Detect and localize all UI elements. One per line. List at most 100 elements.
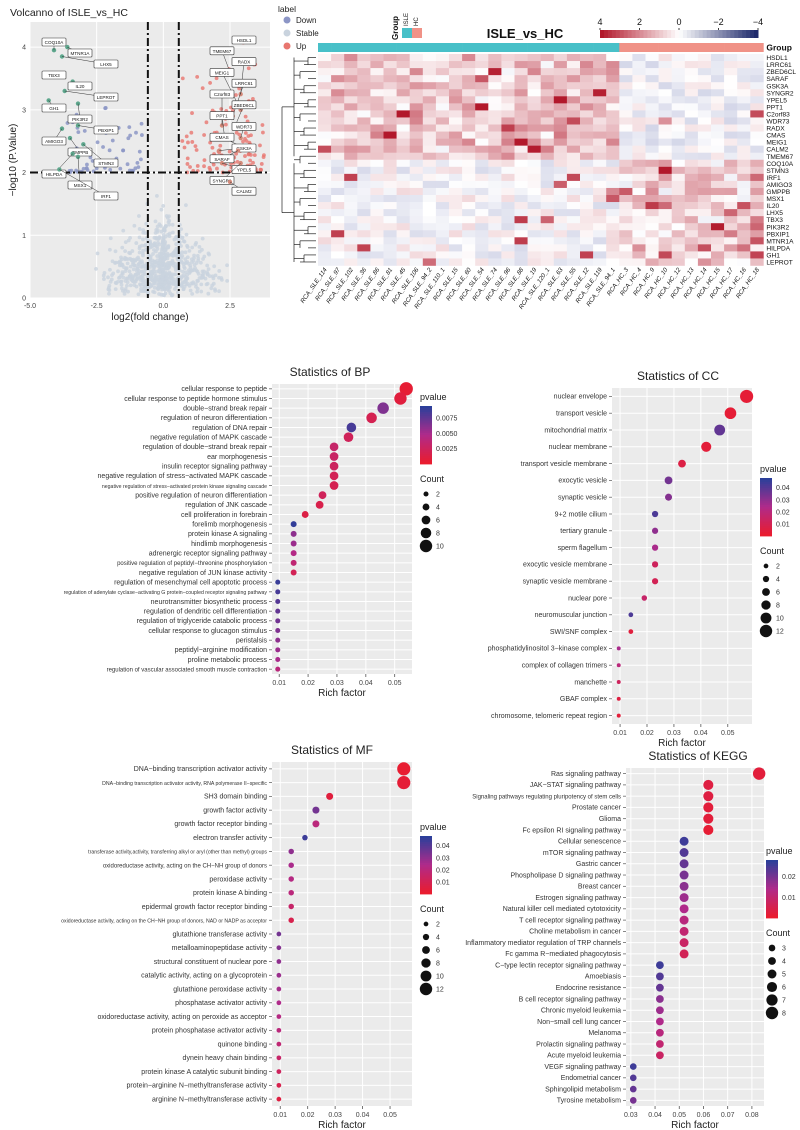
heatmap-cell <box>658 159 672 168</box>
stable-point <box>155 254 160 258</box>
stable-point <box>164 214 169 218</box>
term-label: negative regulation of MAPK cascade <box>150 434 267 441</box>
color-legend-step <box>760 522 772 525</box>
stable-point <box>166 244 171 249</box>
term-dot <box>275 647 281 653</box>
heatmap-cell <box>435 230 450 238</box>
heatmap-cell <box>331 82 345 90</box>
up-point <box>184 134 189 139</box>
stable-point <box>133 272 138 277</box>
heatmap-cell <box>684 223 699 231</box>
row-label: LRRC61 <box>766 62 792 69</box>
legend-label: Stable <box>296 29 319 38</box>
heatmap-cell <box>580 159 594 168</box>
size-legend-dot <box>423 491 429 497</box>
heatmap-cell <box>566 223 581 231</box>
heatmap-cell <box>514 68 528 76</box>
term-dot <box>276 1082 282 1088</box>
heatmap-cell <box>449 216 463 224</box>
heatmap-cell <box>593 230 607 238</box>
heatmap-cell <box>462 54 476 62</box>
term-label: catalytic activity, acting on a glycopro… <box>141 973 267 980</box>
heatmap-cell <box>527 166 541 175</box>
heatmap-cell <box>606 89 620 97</box>
heatmap-cell <box>475 75 489 83</box>
stable-point <box>154 249 158 254</box>
heatmap-cell <box>658 223 672 231</box>
heatmap-cell <box>540 166 555 175</box>
heatmap-cell <box>566 180 581 189</box>
heatmap-cell <box>527 89 541 97</box>
term-label: Non−small cell lung cancer <box>537 1019 622 1026</box>
stable-point <box>123 269 128 273</box>
heatmap-cell <box>566 187 581 196</box>
heatmap-cell <box>737 117 751 125</box>
heatmap-cell <box>750 180 764 189</box>
heatmap-cell <box>357 180 371 189</box>
heatmap-cell <box>724 244 738 252</box>
x-tick-label: 2.5 <box>225 303 235 310</box>
heatmap-cell <box>396 159 410 168</box>
term-label: nuclear pore <box>568 595 607 602</box>
down-point <box>90 159 95 163</box>
heatmap-cell <box>658 75 672 83</box>
heatmap-cell <box>396 96 410 104</box>
color-scale-step <box>750 30 755 38</box>
stable-point <box>124 276 129 281</box>
heatmap-cell <box>750 124 764 132</box>
group-bar-cell <box>357 43 371 52</box>
heatmap-cell <box>697 209 712 217</box>
stable-point <box>154 277 159 282</box>
heatmap-cell <box>566 152 581 161</box>
down-point <box>127 125 132 130</box>
heatmap-cell <box>593 209 607 217</box>
heatmap-cell <box>711 166 725 175</box>
heatmap-cell <box>553 223 568 231</box>
heatmap-cell <box>711 202 725 210</box>
term-label: Amoebiasis <box>585 974 622 981</box>
heatmap-cell <box>684 117 699 125</box>
stable-point <box>176 237 181 242</box>
heatmap-cell <box>671 244 686 252</box>
color-legend-step <box>420 872 432 876</box>
down-point <box>84 166 89 171</box>
heatmap-cell <box>383 209 397 217</box>
gene-label: AMIGO3 <box>45 139 63 144</box>
gene-label-box <box>93 191 119 201</box>
heatmap-cell <box>527 75 541 83</box>
color-legend-step <box>420 454 432 457</box>
size-legend-dot <box>763 563 769 569</box>
heatmap-cell <box>566 96 581 104</box>
heatmap-cell <box>527 180 541 189</box>
heatmap-cell <box>449 202 463 210</box>
heatmap-cell <box>711 230 725 238</box>
color-scale-step <box>643 30 648 38</box>
heatmap-cell <box>593 96 607 104</box>
term-label: 9+2 motile cilium <box>555 511 607 518</box>
heatmap-cell <box>331 202 345 210</box>
heatmap-cell <box>449 258 463 266</box>
heatmap-cell <box>553 103 568 111</box>
group-bar-cell <box>383 43 397 52</box>
down-point <box>88 155 93 160</box>
heatmap-cell <box>357 61 371 69</box>
size-legend-label: 2 <box>436 922 440 929</box>
y-tick-label: 2 <box>22 170 26 177</box>
heatmap-cell <box>527 103 541 111</box>
color-legend-step <box>766 879 778 882</box>
heatmap-cell <box>553 96 568 104</box>
heatmap-cell <box>724 180 738 189</box>
heatmap-cell <box>553 180 568 189</box>
heatmap-cell <box>383 103 397 111</box>
group-bar-cell <box>632 43 646 52</box>
heatmap-cell <box>593 68 607 76</box>
heatmap-cell <box>684 209 699 217</box>
up-point <box>246 134 251 138</box>
color-scale-step <box>722 30 727 38</box>
term-label: epidermal growth factor receptor binding <box>142 904 267 911</box>
stable-point <box>155 193 159 198</box>
group-bar-cell <box>422 43 437 52</box>
heatmap-cell <box>396 166 410 175</box>
volcano-title: Volcanno of ISLE_vs_HC <box>10 7 128 19</box>
heatmap-cell <box>724 138 738 146</box>
